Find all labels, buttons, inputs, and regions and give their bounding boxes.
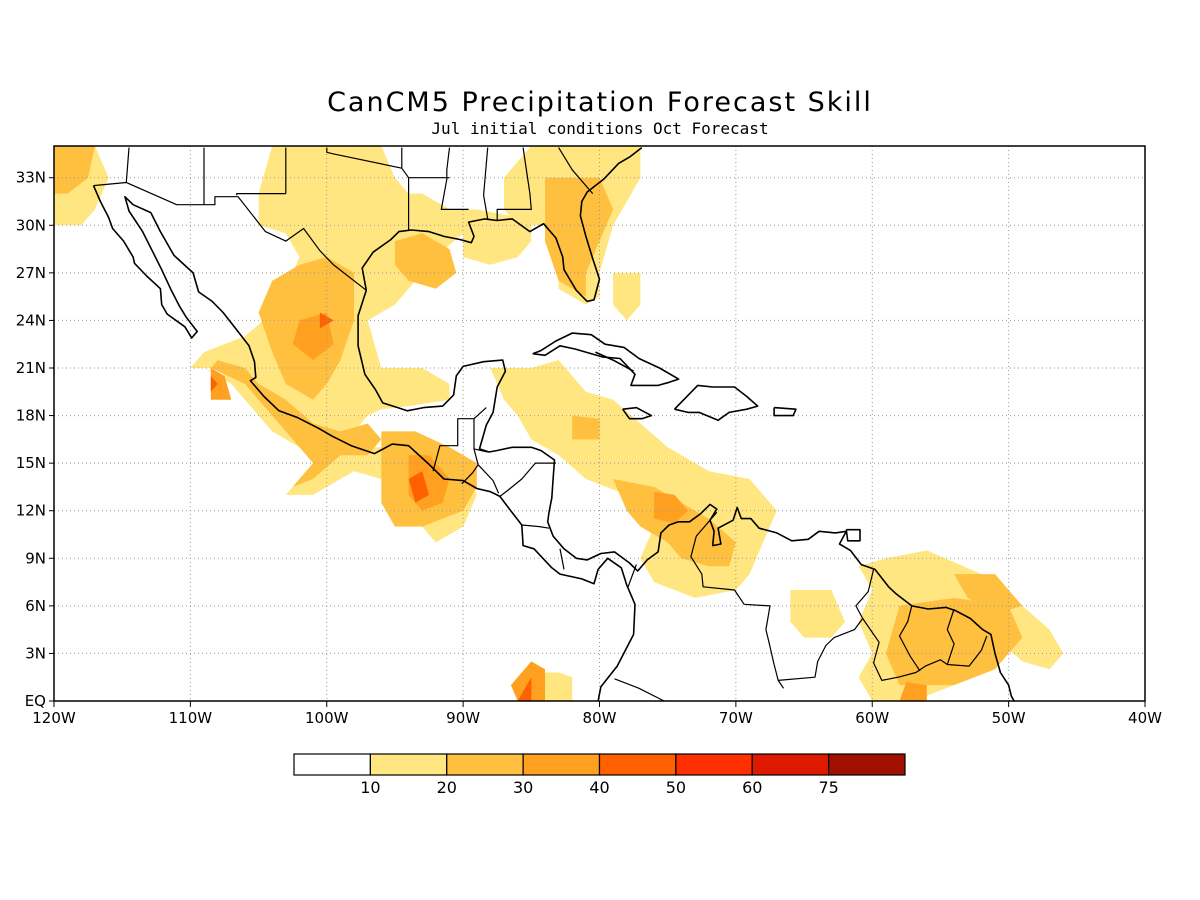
skill-region-level-3 (899, 682, 927, 701)
skill-region-level-1 (463, 209, 532, 265)
lon-tick-label: 40W (1128, 709, 1162, 727)
lon-tick-label: 90W (446, 709, 480, 727)
colorbar-label: 20 (437, 778, 457, 797)
skill-region-level-2 (954, 574, 1023, 614)
border-line (778, 569, 875, 681)
skill-shading (54, 146, 1064, 701)
border-line (326, 147, 402, 169)
lon-tick-label: 70W (719, 709, 753, 727)
skill-region-level-3 (510, 661, 545, 701)
colorbar: 10 20 30 40 50 60 75 (293, 753, 906, 797)
skill-region-level-3 (210, 368, 232, 400)
gridlines (54, 146, 1145, 701)
skill-region-level-4 (408, 471, 429, 503)
border-line (401, 147, 410, 230)
lat-tick-label: 3N (25, 644, 46, 662)
colorbar-label: 40 (589, 778, 609, 797)
border-line (496, 147, 532, 221)
border-line (862, 608, 955, 682)
lat-tick-label: 24N (16, 311, 46, 329)
skill-region-level-2 (572, 415, 600, 440)
border-line (125, 147, 130, 183)
skill-region-level-2 (210, 360, 382, 487)
map-title: CanCM5 Precipitation Forecast Skill (327, 87, 873, 118)
skill-region-level-2 (394, 233, 457, 289)
colorbar-label: 10 (360, 778, 380, 797)
lat-tick-label: 33N (16, 169, 46, 187)
lat-tick-label: 18N (16, 407, 46, 425)
skill-region-level-1 (613, 272, 641, 321)
coastline (622, 406, 653, 420)
border-line (483, 147, 489, 220)
border-line (627, 564, 637, 588)
border-line (690, 511, 785, 689)
border-line (558, 147, 594, 194)
colorbar-swatch (293, 753, 371, 776)
border-line (432, 407, 487, 472)
lat-tick-label: 21N (16, 359, 46, 377)
skill-region-level-4 (210, 375, 218, 392)
lat-tick-label: 15N (16, 454, 46, 472)
border-line (614, 678, 666, 701)
coastline (357, 290, 1015, 701)
lat-tick-label: 6N (25, 597, 46, 615)
colorbar-swatch (828, 753, 906, 776)
coastline (532, 332, 680, 387)
coastline (361, 146, 643, 303)
colorbar-swatch (522, 753, 601, 776)
lat-tick-label: 9N (25, 549, 46, 567)
lon-tick-label: 110W (169, 709, 213, 727)
skill-region-level-2 (885, 597, 1023, 686)
border-line (461, 464, 479, 485)
skill-region-level-2 (54, 146, 95, 194)
skill-region-level-1 (790, 590, 845, 638)
skill-region-level-3 (654, 491, 689, 524)
border-line (236, 193, 286, 196)
skill-region-level-2 (545, 177, 614, 297)
map-axes: 120W 110W 100W 90W 80W 70W 60W 50W 40W EQ 3N 6N 9N 12… (16, 169, 1162, 727)
skill-region-level-4 (517, 677, 532, 701)
colorbar-swatch (751, 753, 830, 776)
lon-tick-label: 100W (305, 709, 349, 727)
coastlines (92, 146, 1015, 701)
border-line (499, 462, 556, 497)
colorbar-swatch (598, 753, 677, 776)
border-line (898, 605, 921, 672)
colorbar-swatch (446, 753, 524, 776)
lat-tick-label: 30N (16, 216, 46, 234)
political-borders (93, 147, 988, 701)
lon-tick-label: 80W (583, 709, 617, 727)
lat-tick-label: EQ (25, 692, 46, 710)
lon-tick-label: 60W (855, 709, 889, 727)
border-line (947, 635, 988, 667)
colorbar-label: 50 (666, 778, 686, 797)
coastline (845, 528, 861, 542)
border-line (473, 448, 500, 494)
lat-tick-label: 27N (16, 264, 46, 282)
coastline (673, 384, 759, 422)
colorbar-swatch (369, 753, 448, 776)
lon-tick-label: 50W (992, 709, 1026, 727)
lon-tick-label: 120W (32, 709, 76, 727)
colorbar-label: 60 (742, 778, 762, 797)
colorbar-swatch (675, 753, 753, 776)
colorbar-label: 30 (513, 778, 533, 797)
coastline (773, 406, 797, 417)
border-line (93, 181, 367, 291)
border-line (559, 548, 565, 570)
plot-area (54, 146, 1145, 701)
colorbar-label: 75 (818, 778, 838, 797)
map-subtitle: Jul initial conditions Oct Forecast (431, 119, 768, 138)
coastline (92, 185, 636, 701)
coastline (595, 351, 634, 372)
border-line (521, 524, 550, 529)
border-line (440, 147, 469, 210)
lat-tick-label: 12N (16, 502, 46, 520)
